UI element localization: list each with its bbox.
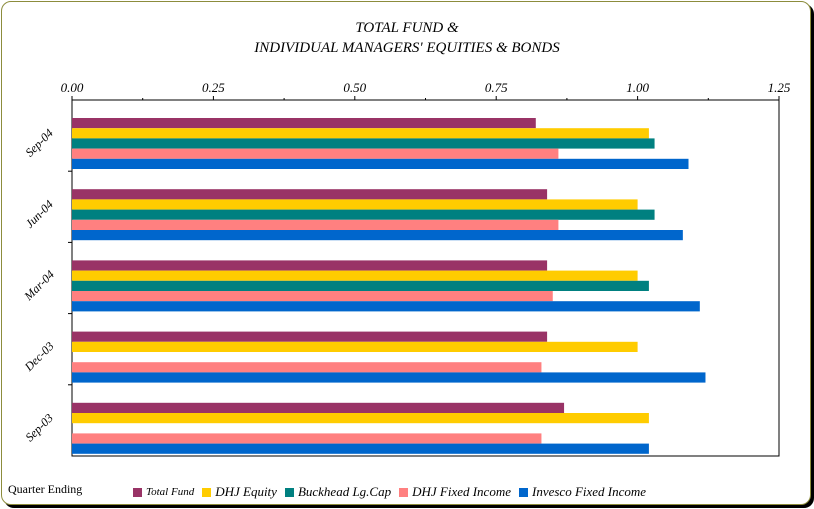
bar: [72, 128, 649, 139]
y-tick-label: Mar-04: [21, 267, 57, 303]
bar: [72, 148, 559, 159]
x-tick-label: 0.25: [202, 80, 225, 95]
chart-title-line-2: INDIVIDUAL MANAGERS' EQUITIES & BONDS: [254, 40, 560, 56]
bar: [72, 331, 548, 342]
legend-label: DHJ Fixed Income: [412, 484, 511, 499]
y-axis-label: Quarter Ending: [8, 482, 83, 496]
bar: [72, 189, 548, 200]
legend: Total Fund DHJ Equity Buckhead Lg.Cap DHJ F…: [133, 484, 646, 500]
bar: [72, 301, 700, 312]
bar: [72, 362, 542, 373]
x-tick-label: 0.00: [61, 80, 84, 95]
bar: [72, 230, 683, 241]
legend-swatch: [399, 487, 409, 497]
bar: [72, 138, 655, 149]
legend-swatch: [519, 487, 528, 497]
bar: [72, 260, 548, 271]
x-tick-label: 1.25: [768, 80, 791, 95]
legend-label: Invesco Fixed Income: [532, 484, 647, 499]
x-tick-label: 0.75: [485, 80, 508, 95]
x-tick-label: 0.50: [343, 80, 366, 95]
legend-item: DHJ Fixed Income: [399, 484, 511, 500]
legend-item: Buckhead Lg.Cap: [284, 484, 392, 500]
y-tick-label: Jun-04: [22, 197, 55, 230]
legend-swatch: [133, 487, 142, 497]
bar: [72, 158, 689, 169]
bar: [72, 443, 649, 454]
bar: [72, 291, 553, 302]
bar: [72, 341, 638, 352]
bar: [72, 280, 649, 291]
legend-label: DHJ Equity: [215, 484, 277, 499]
bar: [72, 413, 649, 424]
chart-title-line-1: TOTAL FUND &: [355, 20, 459, 36]
legend-label: Buckhead Lg.Cap: [297, 484, 392, 499]
legend-swatch: [284, 487, 294, 497]
legend-item: Invesco Fixed Income: [519, 484, 646, 500]
bar: [72, 402, 565, 413]
bar: [72, 209, 655, 220]
legend-item: Total Fund: [133, 486, 194, 498]
y-tick-label: Dec-03: [21, 339, 57, 375]
legend-swatch: [202, 487, 212, 497]
bar: [72, 372, 706, 383]
legend-label: Total Fund: [146, 486, 195, 498]
y-tick-label: Sep-04: [22, 126, 55, 159]
bar: [72, 118, 536, 129]
bar: [72, 270, 638, 281]
x-tick-label: 1.00: [626, 80, 649, 95]
bar: [72, 219, 559, 230]
y-tick-label: Sep-03: [22, 411, 55, 444]
legend-item: DHJ Equity: [202, 484, 277, 500]
bar: [72, 199, 638, 210]
bar: [72, 433, 542, 444]
